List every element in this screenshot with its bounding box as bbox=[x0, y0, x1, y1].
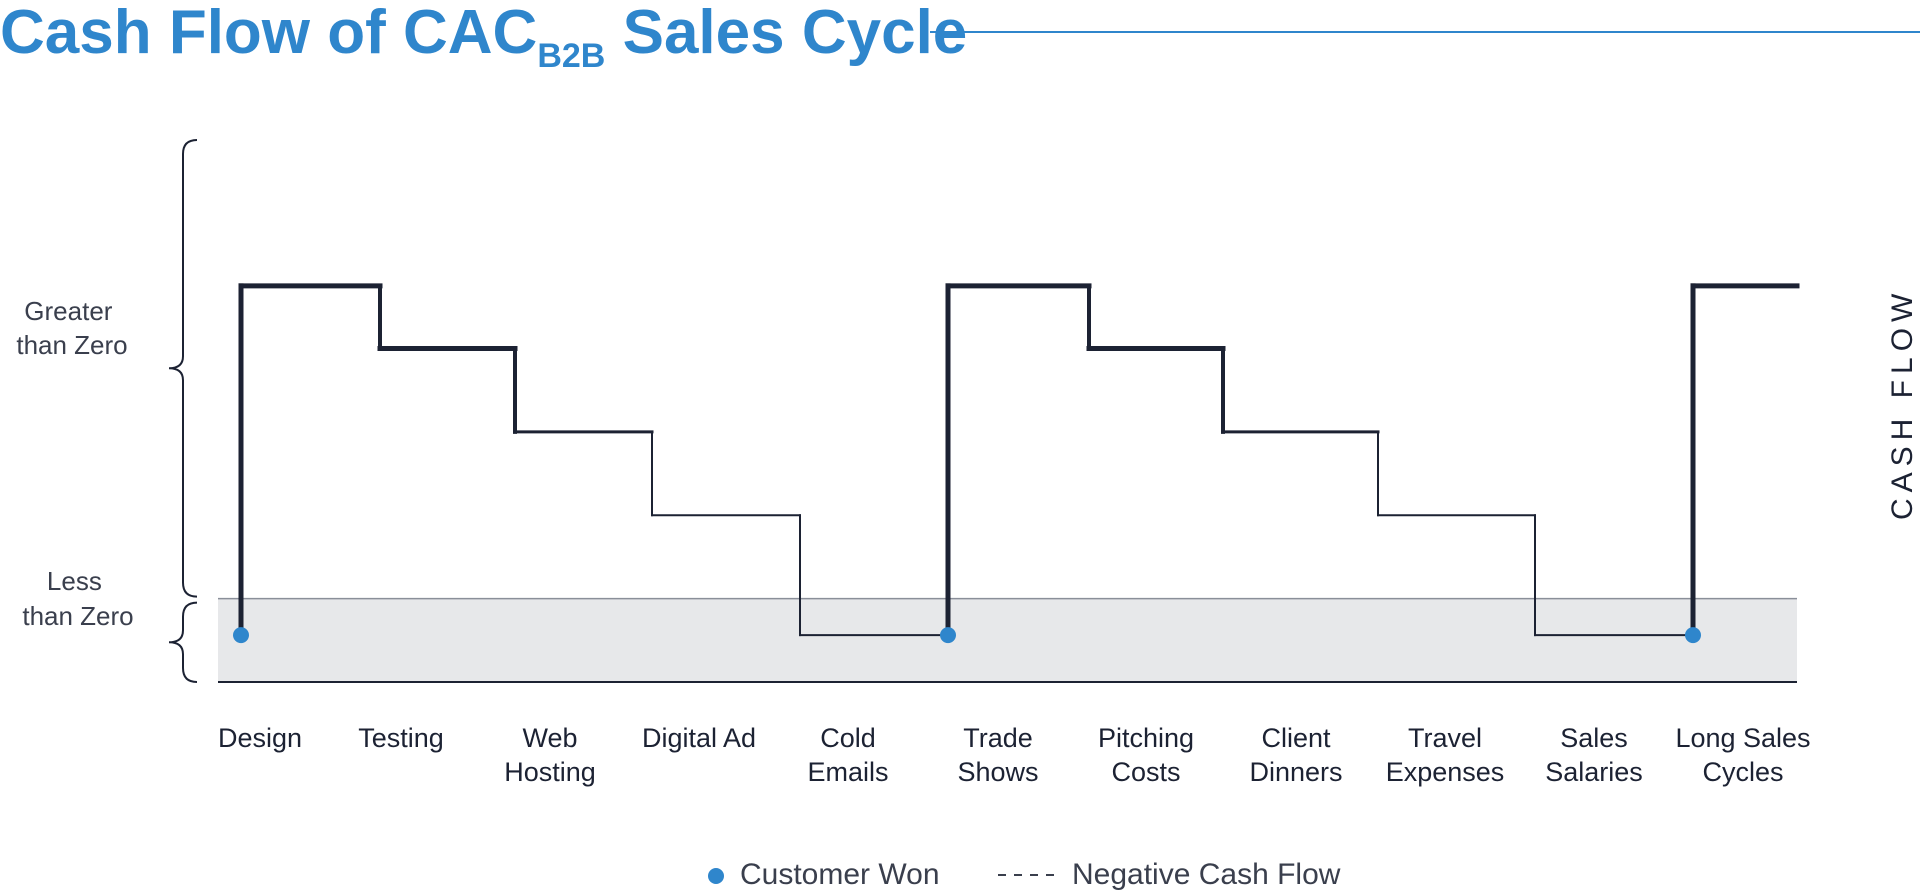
category-label-line: Travel bbox=[1408, 723, 1482, 753]
category-label: Trade Shows bbox=[957, 723, 1038, 787]
category-label-line: Long Sales bbox=[1675, 723, 1810, 753]
category-label-line: Dinners bbox=[1249, 757, 1342, 787]
category-label-line: Web bbox=[522, 723, 577, 753]
category-label: Pitching Costs bbox=[1098, 723, 1194, 787]
chart-title: Cash Flow of CACB2B Sales Cycle bbox=[0, 0, 967, 75]
band-label-greater-than-zero: Greater than Zero bbox=[16, 296, 127, 360]
category-label-line: Testing bbox=[358, 723, 444, 753]
category-label: Testing bbox=[358, 723, 444, 753]
x-axis-categories: Design Testing Web Hosting Digital Ad Cold Ema… bbox=[218, 723, 1811, 787]
band-label-line: Less bbox=[47, 566, 102, 596]
category-label-line: Digital Ad bbox=[642, 723, 756, 753]
category-label: Digital Ad bbox=[642, 723, 756, 753]
legend-negative-cash-flow-label: Negative Cash Flow bbox=[1072, 858, 1341, 891]
category-label: Travel Expenses bbox=[1386, 723, 1505, 787]
negative-region-band bbox=[218, 598, 1797, 682]
chart-title-subscript: B2B bbox=[537, 37, 605, 75]
legend-customer-won-label: Customer Won bbox=[740, 858, 940, 891]
band-label-line: than Zero bbox=[22, 601, 133, 631]
category-label: Long Sales Cycles bbox=[1675, 723, 1810, 787]
y-axis-label: CASH FLOW bbox=[1886, 288, 1919, 520]
customer-won-markers bbox=[233, 627, 1701, 644]
legend: Customer Won Negative Cash Flow bbox=[708, 858, 1341, 891]
category-label-line: Sales bbox=[1560, 723, 1628, 753]
category-label: Cold Emails bbox=[807, 723, 888, 787]
customer-won-point bbox=[940, 627, 956, 644]
category-label: Sales Salaries bbox=[1545, 723, 1643, 787]
category-label-line: Emails bbox=[807, 757, 888, 787]
chart-title-suffix: Sales Cycle bbox=[605, 0, 967, 67]
customer-won-point bbox=[233, 627, 249, 644]
chart-title-prefix: Cash Flow of CAC bbox=[0, 0, 537, 67]
category-label-line: Design bbox=[218, 723, 302, 753]
category-label-line: Client bbox=[1261, 723, 1331, 753]
category-label-line: Shows bbox=[957, 757, 1038, 787]
category-label: Client Dinners bbox=[1249, 723, 1342, 787]
category-label-line: Cold bbox=[820, 723, 876, 753]
brace-less-than-zero bbox=[168, 601, 198, 683]
band-label-line: Greater bbox=[24, 296, 112, 326]
category-label-line: Trade bbox=[963, 723, 1033, 753]
customer-won-point bbox=[1685, 627, 1701, 644]
band-label-less-than-zero: Less than Zero bbox=[22, 566, 133, 631]
category-label-line: Costs bbox=[1111, 757, 1180, 787]
cash-flow-series bbox=[238, 283, 1800, 638]
legend-customer-won-marker bbox=[708, 868, 724, 884]
category-label-line: Hosting bbox=[504, 757, 596, 787]
category-label: Design bbox=[218, 723, 302, 753]
band-label-line: than Zero bbox=[16, 330, 127, 360]
category-label-line: Pitching bbox=[1098, 723, 1194, 753]
category-label-line: Salaries bbox=[1545, 757, 1643, 787]
category-label-line: Expenses bbox=[1386, 757, 1505, 787]
category-label: Web Hosting bbox=[504, 723, 596, 787]
brace-greater-than-zero bbox=[168, 139, 198, 598]
category-label-line: Cycles bbox=[1702, 757, 1783, 787]
